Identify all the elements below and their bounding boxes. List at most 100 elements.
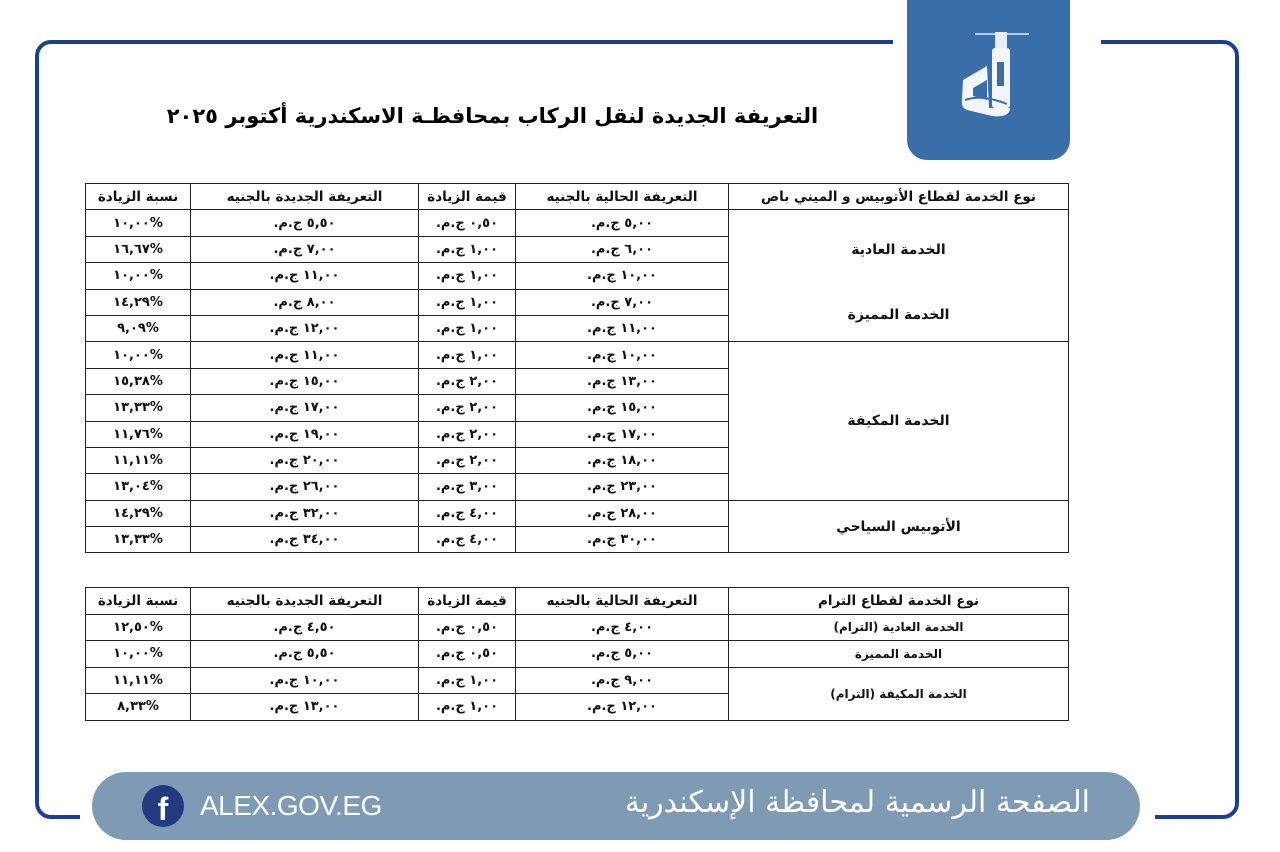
column-header: التعريفة الجديدة بالجنيه <box>190 182 419 211</box>
facebook-icon[interactable]: f <box>142 785 184 827</box>
table-row: الأتوبيس السياحي ٢٨,٠٠ ج.م. ٤,٠٠ ج.م. ٣٢,٠٠… <box>85 499 1069 554</box>
header-row: نوع الخدمة لقطاع الأتوبيس و الميني باص ال… <box>85 182 1069 211</box>
increase-value-cell: ١,٠٠ ج.م. <box>418 314 516 343</box>
website-link[interactable]: ALEX.GOV.EG <box>200 790 382 821</box>
increase-value-cell: ٣,٠٠ ج.م. <box>418 473 516 501</box>
header-row: نوع الخدمة لقطاع الترام التعريفة الحالية … <box>85 587 1069 615</box>
column-header: التعريفة الحالية بالجنيه <box>515 182 729 211</box>
new-fare-cell: ١١,٠٠ ج.م. <box>190 262 419 290</box>
table-row: ٦,٠٠ ج.م. ١,٠٠ ج.م. ٧,٠٠ ج.م. %١٦,٦٧ <box>85 235 1069 264</box>
increase-value-cell: ١,٠٠ ج.م. <box>418 341 516 369</box>
increase-value-cell: ١,٠٠ ج.م. <box>418 235 516 264</box>
increase-percent-cell: %١٥,٣٨ <box>85 367 191 396</box>
table-row: ١٢,٠٠ ج.م. ١,٠٠ ج.م. ١٣,٠٠ ج.م. %٨,٣٣ <box>85 693 1069 721</box>
current-fare-cell: ١٥,٠٠ ج.م. <box>515 394 729 422</box>
table-row: الخدمة العادية ٥,٠٠ ج.م. ٠,٥٠ ج.م. ٥,٥٠ ج.م… <box>85 209 1069 290</box>
new-fare-cell: ٤,٥٠ ج.م. <box>190 613 419 641</box>
increase-value-cell: ٠,٥٠ ج.م. <box>418 209 516 237</box>
new-fare-cell: ٣٢,٠٠ ج.م. <box>190 499 419 528</box>
column-header: نسبة الزيادة <box>85 182 191 211</box>
service-type-cell: الخدمة العادية <box>728 209 1069 290</box>
increase-percent-cell: %١٣,٣٣ <box>85 394 191 422</box>
current-fare-cell: ٢٣,٠٠ ج.م. <box>515 473 729 501</box>
alexandria-governorate-logo <box>907 0 1070 160</box>
current-fare-cell: ١٣,٠٠ ج.م. <box>515 367 729 396</box>
column-header: نسبة الزيادة <box>85 587 191 615</box>
current-fare-cell: ٣٠,٠٠ ج.م. <box>515 526 729 554</box>
table-row: الخدمة المميزة ٧,٠٠ ج.م. ١,٠٠ ج.م. ٨,٠٠ ج.م… <box>85 288 1069 343</box>
new-fare-cell: ١٠,٠٠ ج.م. <box>190 666 419 694</box>
column-header: قيمة الزيادة <box>418 587 516 615</box>
increase-value-cell: ٠,٥٠ ج.م. <box>418 640 516 668</box>
table-row: ١٥,٠٠ ج.م. ٢,٠٠ ج.م. ١٧,٠٠ ج.م. %١٣,٣٣ <box>85 394 1069 422</box>
current-fare-cell: ١٠,٠٠ ج.م. <box>515 341 729 369</box>
column-header: التعريفة الجديدة بالجنيه <box>190 587 419 615</box>
service-type-cell: الخدمة المميزة <box>728 640 1069 668</box>
increase-percent-cell: %١٦,٦٧ <box>85 235 191 264</box>
increase-value-cell: ٢,٠٠ ج.م. <box>418 420 516 448</box>
increase-percent-cell: %١٣,٠٤ <box>85 473 191 501</box>
increase-value-cell: ٢,٠٠ ج.م. <box>418 394 516 422</box>
new-fare-cell: ٨,٠٠ ج.م. <box>190 288 419 316</box>
current-fare-cell: ٤,٠٠ ج.م. <box>515 613 729 641</box>
increase-percent-cell: %١١,١١ <box>85 666 191 694</box>
table-row: ١١,٠٠ ج.م. ١,٠٠ ج.م. ١٢,٠٠ ج.م. %٩,٠٩ <box>85 314 1069 343</box>
new-fare-cell: ١١,٠٠ ج.م. <box>190 341 419 369</box>
increase-value-cell: ٢,٠٠ ج.م. <box>418 367 516 396</box>
column-header: نوع الخدمة لقطاع الأتوبيس و الميني باص <box>728 182 1069 211</box>
new-fare-cell: ٢٦,٠٠ ج.م. <box>190 473 419 501</box>
increase-value-cell: ٢,٠٠ ج.م. <box>418 446 516 475</box>
current-fare-cell: ٩,٠٠ ج.م. <box>515 666 729 694</box>
new-fare-cell: ٣٤,٠٠ ج.م. <box>190 526 419 554</box>
table-row: الخدمة المميزة ٥,٠٠ ج.م. ٠,٥٠ ج.م. ٥,٥٠ ج.م… <box>85 640 1069 668</box>
column-header: التعريفة الحالية بالجنيه <box>515 587 729 615</box>
table-row: ٣٠,٠٠ ج.م. ٤,٠٠ ج.م. ٣٤,٠٠ ج.م. %١٣,٣٣ <box>85 526 1069 554</box>
increase-value-cell: ١,٠٠ ج.م. <box>418 262 516 290</box>
official-page-label: الصفحة الرسمية لمحافظة الإسكندرية <box>624 785 1090 820</box>
service-type-cell: الخدمة العادية (الترام) <box>728 613 1069 641</box>
increase-percent-cell: %١٠,٠٠ <box>85 640 191 668</box>
current-fare-cell: ٢٨,٠٠ ج.م. <box>515 499 729 528</box>
increase-percent-cell: %١٤,٢٩ <box>85 288 191 316</box>
increase-value-cell: ٤,٠٠ ج.م. <box>418 526 516 554</box>
current-fare-cell: ١٠,٠٠ ج.م. <box>515 262 729 290</box>
new-fare-cell: ٥,٥٠ ج.م. <box>190 640 419 668</box>
increase-value-cell: ٤,٠٠ ج.م. <box>418 499 516 528</box>
page-title: التعريفة الجديدة لنقل الركاب بمحافظـة ال… <box>166 104 819 128</box>
increase-percent-cell: %١٠,٠٠ <box>85 262 191 290</box>
column-header: نوع الخدمة لقطاع الترام <box>728 587 1069 615</box>
current-fare-cell: ١٨,٠٠ ج.م. <box>515 446 729 475</box>
increase-percent-cell: %١١,١١ <box>85 446 191 475</box>
increase-percent-cell: %٨,٣٣ <box>85 693 191 721</box>
increase-percent-cell: %١٤,٢٩ <box>85 499 191 528</box>
tram-fares-table: نوع الخدمة لقطاع الترام التعريفة الحالية … <box>85 587 1069 721</box>
increase-percent-cell: %١٠,٠٠ <box>85 341 191 369</box>
table-row: الخدمة المكيفة ١٠,٠٠ ج.م. ١,٠٠ ج.م. ١١,٠٠ ج… <box>85 341 1069 501</box>
new-fare-cell: ١٧,٠٠ ج.م. <box>190 394 419 422</box>
increase-value-cell: ١,٠٠ ج.م. <box>418 693 516 721</box>
lighthouse-icon <box>961 32 1029 117</box>
current-fare-cell: ٦,٠٠ ج.م. <box>515 235 729 264</box>
new-fare-cell: ٧,٠٠ ج.م. <box>190 235 419 264</box>
current-fare-cell: ١٧,٠٠ ج.م. <box>515 420 729 448</box>
increase-value-cell: ٠,٥٠ ج.م. <box>418 613 516 641</box>
current-fare-cell: ١١,٠٠ ج.م. <box>515 314 729 343</box>
current-fare-cell: ٥,٠٠ ج.م. <box>515 640 729 668</box>
new-fare-cell: ٢٠,٠٠ ج.م. <box>190 446 419 475</box>
new-fare-cell: ٥,٥٠ ج.م. <box>190 209 419 237</box>
column-header: قيمة الزيادة <box>418 182 516 211</box>
increase-percent-cell: %١٠,٠٠ <box>85 209 191 237</box>
new-fare-cell: ١٥,٠٠ ج.م. <box>190 367 419 396</box>
new-fare-cell: ١٢,٠٠ ج.م. <box>190 314 419 343</box>
table-row: الخدمة المكيفة (الترام) ٩,٠٠ ج.م. ١,٠٠ ج.م… <box>85 666 1069 721</box>
service-type-cell: الخدمة المميزة <box>728 289 1069 343</box>
bus-fares-table: نوع الخدمة لقطاع الأتوبيس و الميني باص ال… <box>85 182 1069 554</box>
increase-percent-cell: %١٢,٥٠ <box>85 613 191 641</box>
increase-value-cell: ١,٠٠ ج.م. <box>418 288 516 316</box>
increase-percent-cell: %١٣,٣٣ <box>85 526 191 554</box>
table-row: الخدمة العادية (الترام) ٤,٠٠ ج.م. ٠,٥٠ ج.م… <box>85 613 1069 641</box>
current-fare-cell: ١٢,٠٠ ج.م. <box>515 693 729 721</box>
increase-value-cell: ١,٠٠ ج.م. <box>418 666 516 694</box>
current-fare-cell: ٧,٠٠ ج.م. <box>515 288 729 316</box>
current-fare-cell: ٥,٠٠ ج.م. <box>515 209 729 237</box>
